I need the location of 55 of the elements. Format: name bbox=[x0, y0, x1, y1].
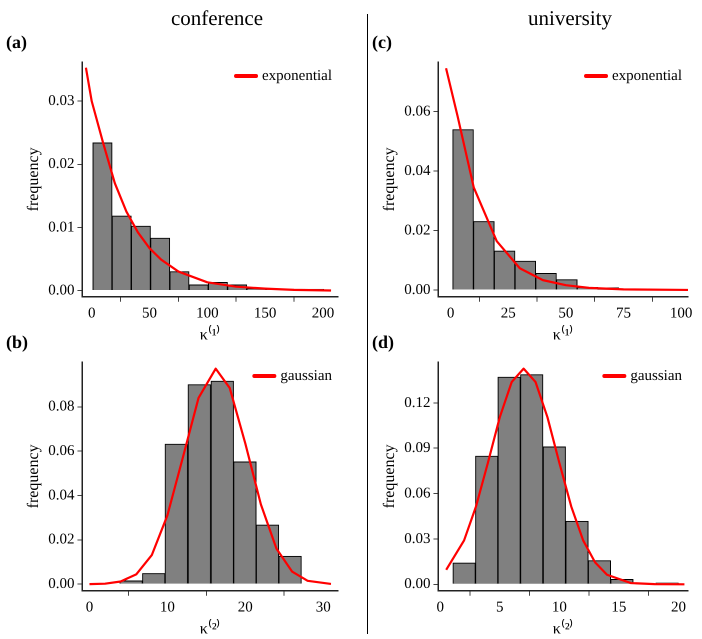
x-tick-label: 20 bbox=[238, 600, 253, 616]
x-tick-label: 15 bbox=[611, 600, 626, 616]
y-tick-label: 0.03 bbox=[48, 93, 74, 110]
x-tick-label: 200 bbox=[312, 306, 334, 322]
y-tick-label: 0.06 bbox=[404, 103, 431, 120]
y-tick-label: 0.04 bbox=[404, 162, 431, 179]
x-tick-label: 0 bbox=[86, 600, 94, 616]
x-tick-label: 0 bbox=[436, 600, 444, 616]
y-tick-label: 0.06 bbox=[48, 443, 75, 460]
x-axis-title: κ⁽¹⁾ bbox=[552, 324, 574, 344]
text: (a) bbox=[6, 32, 27, 53]
y-tick-label: 0.12 bbox=[404, 394, 430, 411]
legend-label: exponential bbox=[612, 68, 682, 84]
x-tick-label: 0 bbox=[446, 306, 454, 322]
chart-title: conference bbox=[170, 6, 264, 31]
y-axis-title: frequency bbox=[380, 444, 398, 508]
y-tick-label: 0.01 bbox=[48, 219, 74, 236]
x-axis-title: κ⁽²⁾ bbox=[200, 618, 221, 638]
text: (c) bbox=[372, 32, 392, 53]
y-tick-label: 0.02 bbox=[404, 222, 430, 238]
y-tick-label: 0.06 bbox=[404, 486, 431, 502]
x-axis-title: κ⁽²⁾ bbox=[552, 618, 574, 638]
y-tick-label: 0.02 bbox=[48, 156, 74, 172]
y-tick-label: 0.02 bbox=[48, 532, 74, 548]
y-tick-label: 0.00 bbox=[48, 282, 74, 298]
x-tick-label: 20 bbox=[670, 600, 686, 616]
x-tick-label: 0 bbox=[88, 306, 96, 322]
y-tick-label: 0.09 bbox=[404, 440, 430, 456]
x-tick-label: 100 bbox=[196, 306, 219, 322]
x-tick-label: 150 bbox=[254, 306, 276, 322]
legend-label: gaussian bbox=[280, 368, 332, 384]
x-tick-label: 25 bbox=[500, 306, 516, 322]
x-tick-label: 50 bbox=[142, 306, 158, 322]
y-tick-label: 0.00 bbox=[404, 282, 430, 298]
y-tick-label: 0.04 bbox=[48, 487, 75, 504]
y-tick-label: 0.08 bbox=[48, 398, 74, 415]
x-tick-label: 5 bbox=[496, 600, 504, 616]
x-tick-label: 10 bbox=[160, 600, 175, 616]
y-axis-title: frequency bbox=[24, 147, 42, 212]
x-tick-label: 10 bbox=[552, 600, 567, 616]
text: (d) bbox=[372, 332, 394, 353]
legend-label: exponential bbox=[262, 68, 332, 84]
y-tick-label: 0.00 bbox=[404, 576, 430, 592]
x-tick-label: 75 bbox=[616, 306, 631, 322]
y-tick-label: 0.03 bbox=[404, 530, 430, 547]
x-axis-title: κ⁽¹⁾ bbox=[200, 324, 221, 344]
legend-label: gaussian bbox=[630, 368, 682, 384]
y-tick-label: 0.00 bbox=[48, 576, 74, 592]
y-axis-title: frequency bbox=[380, 147, 398, 212]
text: (b) bbox=[6, 332, 28, 353]
y-axis-title: frequency bbox=[24, 444, 42, 508]
x-tick-label: 100 bbox=[670, 306, 692, 322]
x-tick-label: 30 bbox=[316, 600, 331, 616]
x-tick-label: 50 bbox=[558, 306, 574, 322]
chart-title: university bbox=[527, 6, 613, 31]
